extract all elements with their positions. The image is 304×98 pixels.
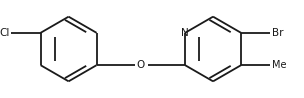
Text: Br: Br <box>272 28 283 38</box>
Text: N: N <box>181 28 189 38</box>
Text: O: O <box>137 60 145 70</box>
Text: Cl: Cl <box>0 28 10 38</box>
Text: Me: Me <box>272 60 286 70</box>
